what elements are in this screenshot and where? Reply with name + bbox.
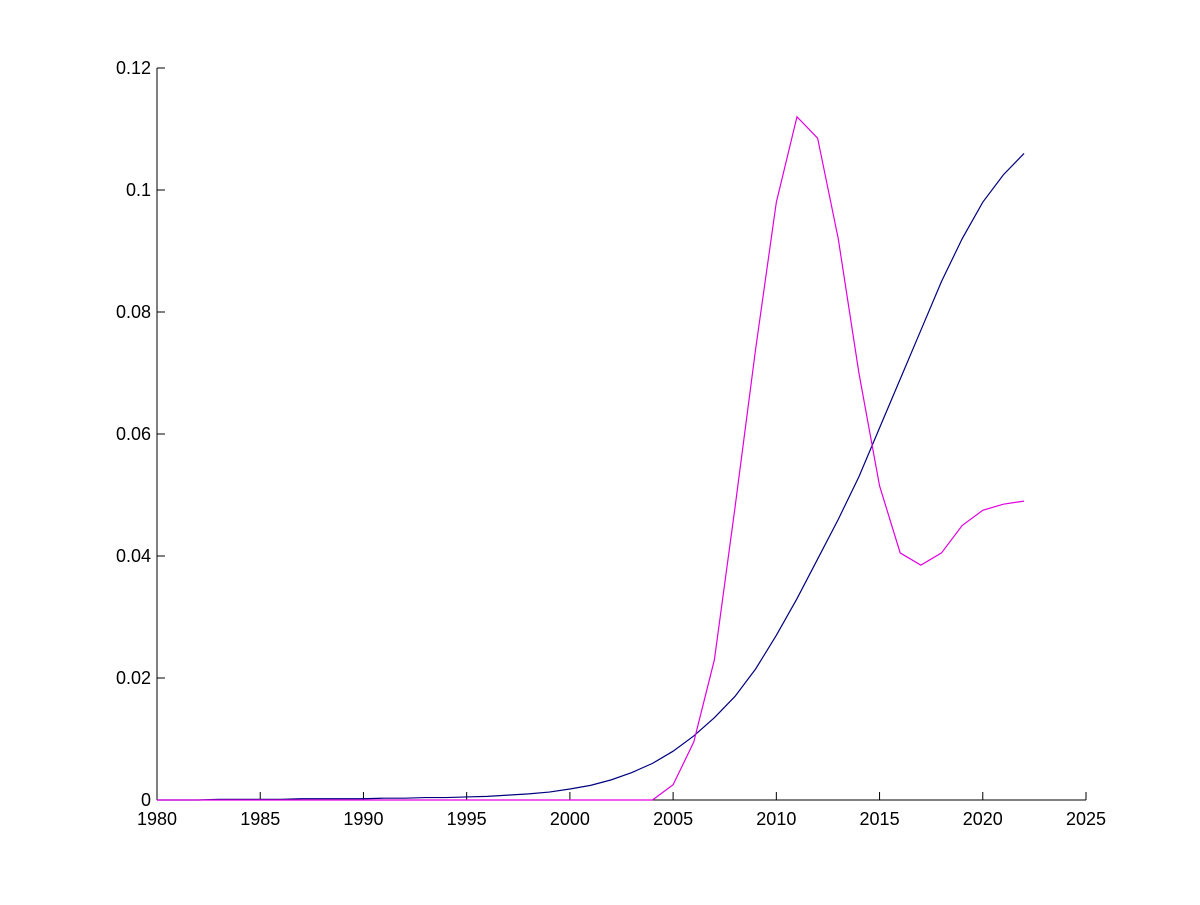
line-series — [157, 115, 1025, 801]
y-tick-label: 0.08 — [116, 302, 151, 322]
line-series — [157, 152, 1025, 801]
x-tick-label: 1995 — [447, 809, 487, 829]
x-tick-label: 1985 — [240, 809, 280, 829]
x-tick-label: 2000 — [550, 809, 590, 829]
x-tick-label: 2025 — [1066, 809, 1106, 829]
x-tick-label: 2005 — [653, 809, 693, 829]
x-tick-label: 2015 — [860, 809, 900, 829]
x-tick-label: 2010 — [756, 809, 796, 829]
x-tick-label: 1980 — [137, 809, 177, 829]
y-tick-label: 0 — [141, 790, 151, 810]
x-tick-label: 2020 — [963, 809, 1003, 829]
x-tick-label: 1990 — [343, 809, 383, 829]
y-tick-label: 0.02 — [116, 668, 151, 688]
y-tick-label: 0.06 — [116, 424, 151, 444]
y-tick-label: 0.04 — [116, 546, 151, 566]
y-tick-label: 0.12 — [116, 58, 151, 78]
y-tick-label: 0.1 — [126, 180, 151, 200]
